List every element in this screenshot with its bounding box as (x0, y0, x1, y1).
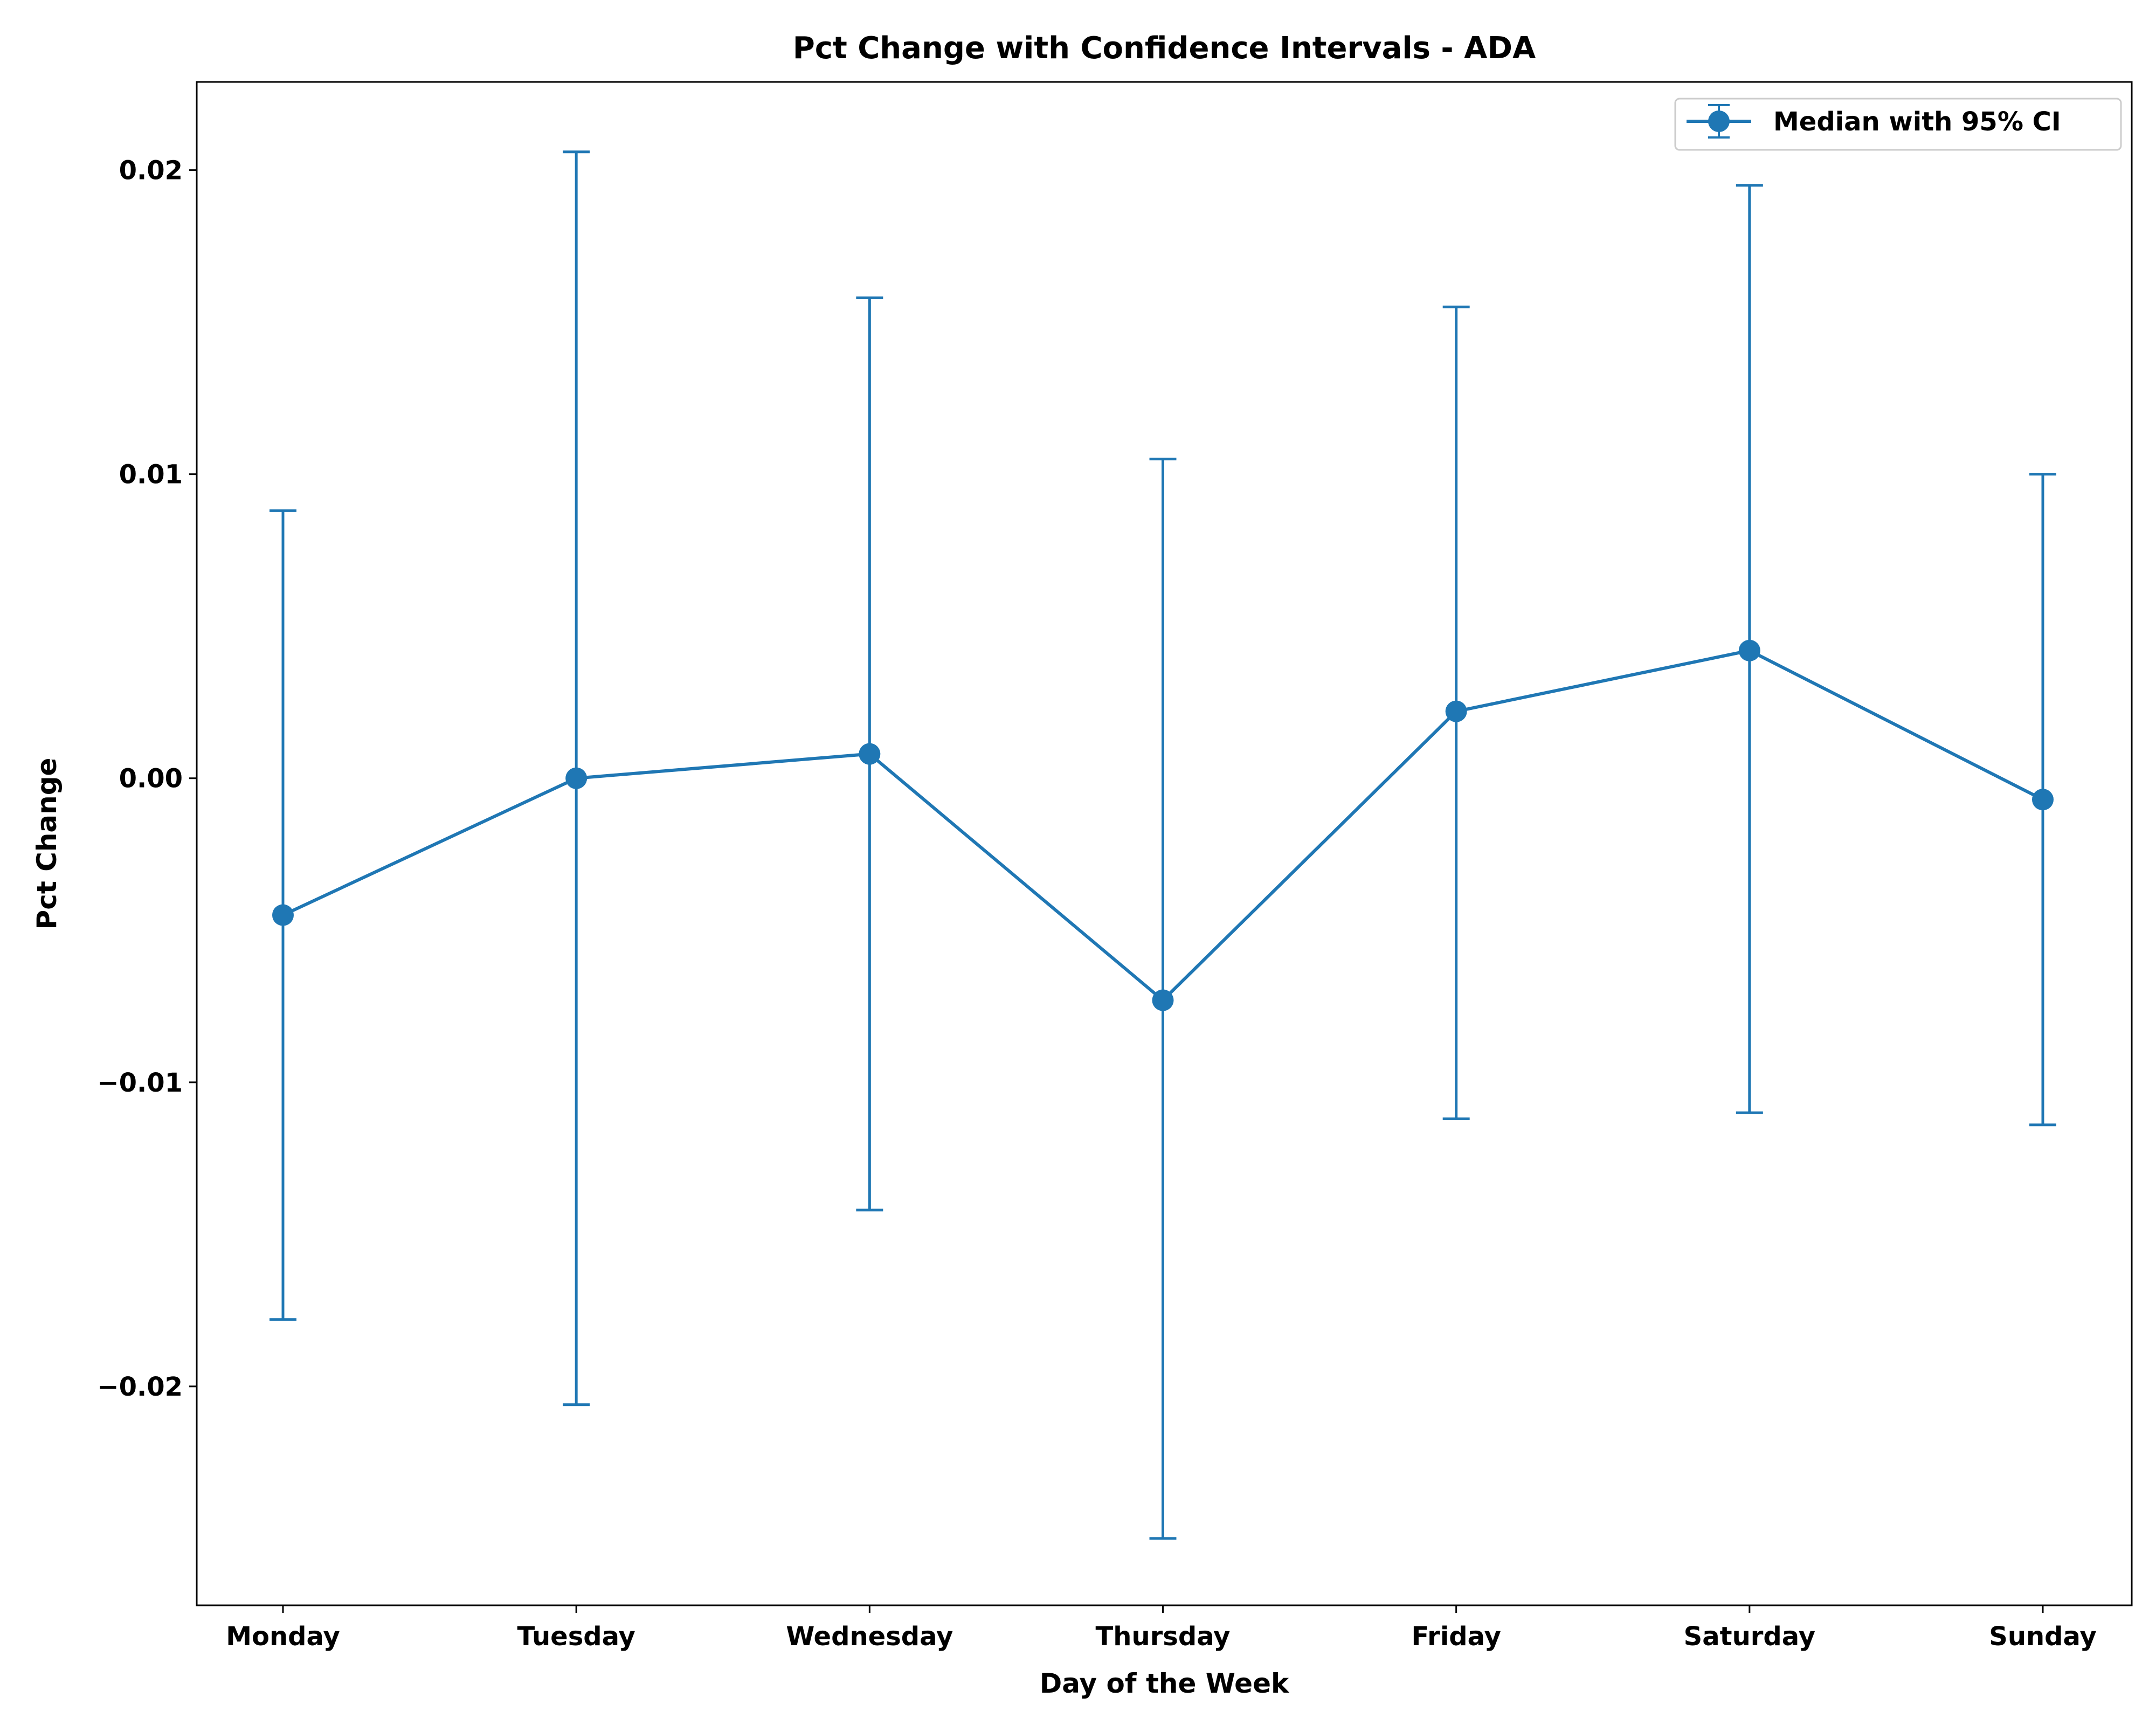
legend: Median with 95% CI (1674, 98, 2122, 151)
x-tick-label: Sunday (1989, 1622, 2096, 1652)
x-tick-label: Thursday (1096, 1622, 1231, 1652)
y-tick-label: 0.00 (119, 764, 183, 794)
x-tick-label: Monday (226, 1622, 340, 1652)
y-tick-label: 0.01 (119, 460, 183, 490)
plot-area: Monday Tuesday Wednesday Thursday Friday Satu… (97, 81, 2133, 1652)
chart-title: Pct Change with Confidence Intervals - A… (793, 31, 1536, 66)
legend-marker (1708, 111, 1730, 132)
legend-label: Median with 95% CI (1773, 107, 2061, 137)
data-point (859, 743, 881, 765)
x-tick-label: Friday (1411, 1622, 1501, 1652)
y-axis-label: Pct Change (31, 758, 63, 930)
x-axis-label: Day of the Week (1040, 1668, 1290, 1699)
legend-box (1674, 98, 2122, 151)
data-point (565, 767, 588, 789)
data-point (1445, 700, 1467, 722)
x-tick-label: Saturday (1684, 1622, 1815, 1652)
data-point (1152, 989, 1174, 1011)
data-point (2032, 789, 2054, 811)
plot-frame (196, 81, 2133, 1606)
data-point (1738, 639, 1760, 661)
data-point (272, 904, 294, 926)
x-tick-label: Wednesday (786, 1622, 953, 1652)
y-tick-label: −0.02 (97, 1372, 183, 1402)
y-tick-label: 0.02 (119, 156, 183, 186)
x-tick-label: Tuesday (517, 1622, 635, 1652)
y-tick-label: −0.01 (97, 1068, 183, 1098)
